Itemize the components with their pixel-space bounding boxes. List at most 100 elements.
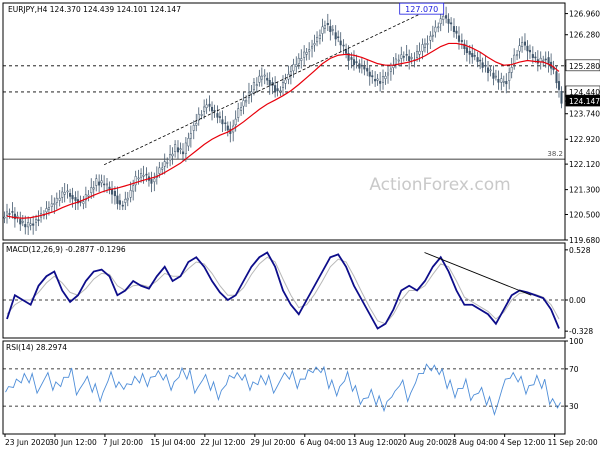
price-tick-label: 123.740 — [569, 110, 600, 119]
price-bar — [37, 219, 40, 221]
price-bar — [366, 68, 369, 72]
macd-line — [6, 251, 560, 330]
price-bar — [473, 55, 476, 57]
price-bar — [442, 15, 445, 20]
price-bar — [179, 148, 182, 150]
price-bar — [345, 48, 348, 54]
price-tick-box — [565, 94, 600, 107]
price-bar — [163, 161, 166, 167]
price-bar — [352, 59, 356, 65]
x-tick-label: 6 Aug 04:00 — [300, 438, 346, 447]
price-bar — [423, 43, 426, 48]
price-bar — [544, 58, 547, 61]
price-bar — [476, 57, 479, 62]
price-bar — [134, 176, 137, 186]
price-bar — [116, 195, 119, 204]
price-bar — [468, 50, 471, 55]
price-bar — [542, 59, 545, 62]
pane-frame-0 — [2, 2, 566, 241]
price-bar — [137, 177, 140, 180]
price-bar — [513, 54, 516, 65]
price-bar — [197, 113, 200, 121]
price-bar — [69, 193, 72, 197]
price-bar — [8, 213, 11, 215]
price-bar — [50, 203, 53, 207]
price-bar — [105, 183, 109, 186]
price-bar — [331, 29, 334, 31]
price-bar — [455, 30, 458, 34]
price-bar — [389, 68, 392, 72]
price-bar — [113, 190, 116, 197]
macd-tick-label: 0.00 — [569, 296, 586, 305]
price-bar — [224, 122, 227, 125]
price-bar — [100, 180, 103, 184]
x-tick-label: 28 Aug 04:00 — [447, 438, 498, 447]
price-bar — [150, 179, 153, 184]
price-bar — [303, 51, 306, 58]
top-price-label: 127.070 — [405, 5, 438, 14]
price-header: EURJPY,H4 124.370 124.439 124.101 124.14… — [8, 5, 181, 14]
price-bar — [61, 191, 64, 198]
price-bar — [426, 43, 429, 45]
price-bar — [53, 203, 56, 205]
x-tick-label: 11 Sep 20:00 — [548, 438, 598, 447]
price-bar — [189, 133, 192, 139]
price-bar — [408, 56, 411, 62]
rsi-tick-label: 70 — [569, 365, 579, 374]
price-bar — [494, 75, 497, 78]
price-bar — [434, 26, 437, 33]
price-bar — [292, 64, 295, 72]
price-bar — [263, 74, 266, 77]
price-bar — [174, 144, 177, 152]
price-bar — [460, 40, 463, 42]
price-bar — [386, 72, 390, 76]
price-bar — [374, 78, 377, 82]
price-bar — [181, 151, 185, 155]
price-bar — [184, 142, 187, 155]
x-tick-label: 30 Jun 12:00 — [49, 438, 97, 447]
price-bar — [208, 103, 211, 107]
price-bar — [329, 26, 332, 33]
price-tick-box — [565, 59, 600, 72]
price-bar — [216, 113, 219, 118]
rsi-line — [5, 363, 561, 417]
x-tick-label: 15 Jul 04:00 — [150, 438, 195, 447]
price-bar — [145, 173, 148, 176]
price-bar — [58, 197, 61, 201]
price-bar — [347, 53, 350, 61]
price-bar — [497, 78, 500, 83]
price-tick-label: 119.680 — [569, 236, 600, 245]
price-bar — [463, 43, 466, 49]
price-bar — [234, 118, 237, 125]
price-bar — [118, 200, 121, 205]
price-bar — [11, 211, 14, 213]
price-bar — [34, 219, 38, 223]
price-bar — [452, 26, 456, 33]
price-bar — [450, 22, 453, 25]
price-bar — [560, 90, 563, 104]
price-bar — [534, 56, 537, 59]
price-bar — [268, 80, 271, 86]
price-bar — [308, 49, 311, 52]
price-bar — [500, 78, 503, 83]
price-bar — [200, 114, 203, 116]
moving-average-line — [6, 42, 560, 219]
price-bar — [481, 62, 484, 68]
price-bar — [437, 26, 440, 29]
price-bar — [210, 106, 214, 112]
price-bar — [252, 82, 256, 90]
price-bar — [284, 79, 287, 84]
price-bar — [87, 194, 90, 197]
price-bar — [250, 91, 253, 94]
price-bar — [21, 220, 24, 223]
price-tick-label: 125.280 — [569, 62, 600, 71]
price-bar — [447, 18, 450, 24]
price-bar — [337, 36, 340, 38]
price-bar — [47, 207, 50, 210]
fib-label: 38.2 — [547, 150, 563, 158]
price-bar — [489, 69, 492, 72]
price-bar — [279, 90, 282, 92]
watermark: ActionForex.com — [369, 175, 510, 195]
price-bar — [315, 36, 319, 43]
